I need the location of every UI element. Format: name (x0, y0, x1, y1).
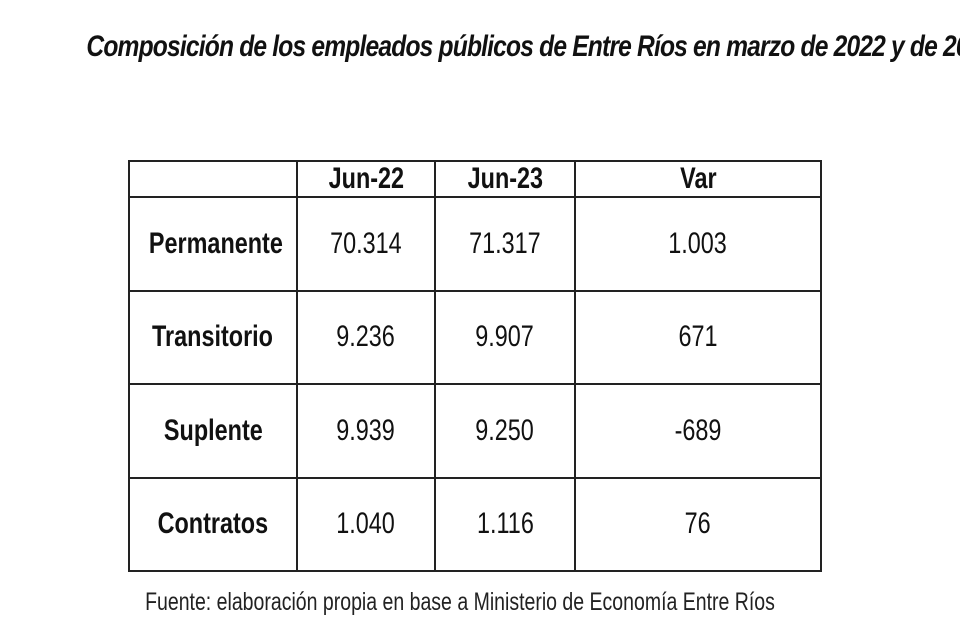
header-var: Var (574, 160, 822, 198)
cell-permanente-var: 1.003 (574, 196, 822, 292)
table-row-suplente: Suplente 9.939 9.250 -689 (128, 383, 822, 479)
source-note: Fuente: elaboración propia en base a Min… (145, 588, 775, 616)
cell-transitorio-jun-23: 9.907 (434, 289, 576, 385)
cell-suplente-jun-23: 9.250 (434, 383, 576, 479)
cell-suplente-jun-22: 9.939 (296, 383, 436, 479)
row-label-transitorio: Transitorio (128, 289, 298, 385)
row-label-permanente: Permanente (128, 196, 298, 292)
table-row-contratos: Contratos 1.040 1.116 76 (128, 476, 822, 572)
cell-contratos-jun-23: 1.116 (434, 476, 576, 572)
row-label-suplente: Suplente (128, 383, 298, 479)
header-jun-23: Jun-23 (434, 160, 576, 198)
table-row-permanente: Permanente 70.314 71.317 1.003 (128, 196, 822, 292)
header-corner-cell (128, 160, 298, 198)
cell-suplente-var: -689 (574, 383, 822, 479)
cell-transitorio-jun-22: 9.236 (296, 289, 436, 385)
table-row-transitorio: Transitorio 9.236 9.907 671 (128, 289, 822, 385)
employees-table: Jun-22 Jun-23 Var Permanente 70.314 71.3… (128, 160, 822, 572)
header-row: Jun-22 Jun-23 Var (128, 160, 822, 198)
cell-permanente-jun-23: 71.317 (434, 196, 576, 292)
cell-transitorio-var: 671 (574, 289, 822, 385)
cell-permanente-jun-22: 70.314 (296, 196, 436, 292)
chart-title: Composición de los empleados públicos de… (86, 30, 960, 63)
cell-contratos-var: 76 (574, 476, 822, 572)
header-jun-22: Jun-22 (296, 160, 436, 198)
cell-contratos-jun-22: 1.040 (296, 476, 436, 572)
row-label-contratos: Contratos (128, 476, 298, 572)
